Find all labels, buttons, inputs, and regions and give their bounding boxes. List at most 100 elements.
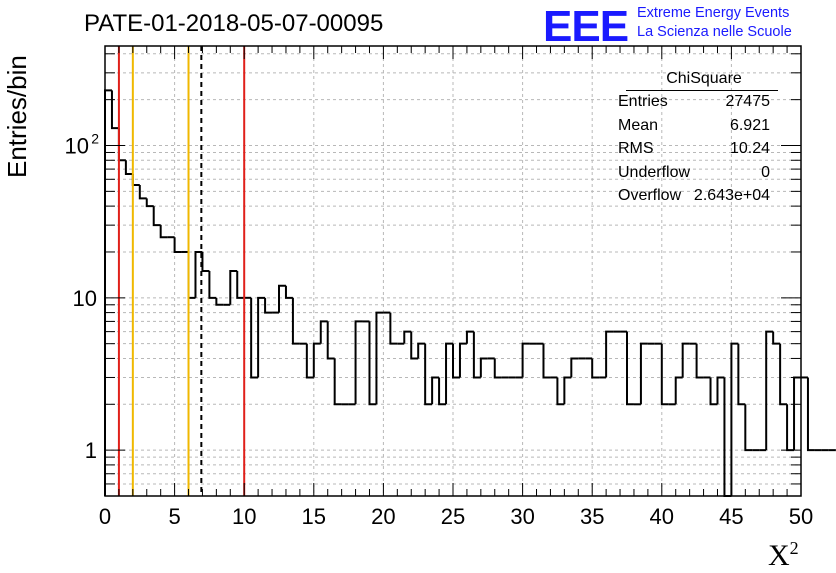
histogram-bin	[806, 377, 815, 452]
x-axis-label-base: X	[768, 539, 790, 572]
histogram-bin	[187, 251, 196, 299]
histogram-bin	[152, 206, 161, 227]
histogram-bin	[438, 377, 447, 406]
histogram-bin	[305, 343, 314, 379]
histogram-bin	[591, 358, 600, 379]
logo-caption-line2: La Scienza nelle Scuole	[637, 24, 792, 40]
histogram-bin	[556, 377, 565, 406]
histogram-bin	[110, 90, 119, 130]
stats-key: Underflow	[618, 163, 691, 181]
histogram-bin	[194, 250, 203, 298]
histogram-bin	[236, 271, 245, 299]
histogram-bin	[389, 312, 398, 345]
histogram-bin	[264, 297, 273, 314]
run-title: PATE-01-2018-05-07-00095	[84, 10, 384, 37]
stats-value: 10.24	[729, 140, 770, 157]
histogram-bin	[291, 297, 300, 345]
histogram-bin	[472, 331, 481, 379]
x-tick-label: 5	[168, 504, 180, 529]
histogram-bin	[452, 343, 460, 379]
histogram-bin	[208, 271, 217, 299]
histogram-bin	[375, 311, 384, 405]
histogram-bin	[229, 270, 238, 305]
histogram-bin	[257, 296, 266, 378]
histogram-bin	[730, 342, 739, 496]
x-tick-label: 0	[99, 504, 111, 529]
histogram-bin	[201, 251, 210, 272]
x-tick-label: 20	[371, 504, 395, 529]
histogram-bin	[542, 343, 551, 379]
stats-key: Mean	[618, 116, 659, 134]
histogram-bin	[521, 342, 530, 378]
histogram-bin	[681, 342, 690, 378]
histogram-bin	[786, 404, 795, 452]
stats-value: 2.643e+04	[693, 187, 770, 204]
histogram-bin	[765, 330, 774, 451]
histogram-bin	[410, 331, 419, 360]
histogram-bin	[215, 297, 224, 306]
x-tick-label: 10	[232, 504, 256, 529]
y-tick-label: 1	[85, 438, 97, 463]
histogram-bin	[159, 225, 168, 239]
histogram-bin	[417, 342, 426, 359]
histogram-bin	[319, 320, 328, 344]
x-axis-label-sup: 2	[789, 538, 799, 558]
x-tick-label: 50	[789, 504, 813, 529]
x-tick-label: 45	[719, 504, 743, 529]
histogram-bin	[250, 297, 259, 379]
x-tick-label: 15	[302, 504, 326, 529]
histogram-bin	[709, 377, 718, 406]
histogram-bin	[674, 376, 683, 405]
x-axis-label: X2	[768, 538, 799, 573]
histogram-bin	[737, 343, 746, 406]
histogram-bin	[465, 330, 474, 344]
histogram-bin	[493, 358, 502, 379]
stats-title: ChiSquare	[666, 70, 742, 87]
histogram-bin	[793, 376, 801, 451]
histogram-bin	[138, 185, 147, 200]
histogram-bin	[368, 321, 377, 406]
y-tick-label-exponent: 2	[91, 130, 99, 146]
histogram-bin	[145, 198, 154, 208]
histogram-bin	[124, 160, 133, 175]
histogram-bin	[723, 377, 732, 497]
stats-key: Entries	[618, 93, 668, 110]
stats-row-entries: Entries 27475	[612, 90, 778, 114]
histogram-bin	[479, 357, 488, 378]
histogram-bin	[660, 343, 669, 406]
stats-row-mean: Mean 6.921	[612, 114, 778, 138]
y-tick-label: 10	[65, 133, 89, 158]
logo-caption-line1: Extreme Energy Events	[637, 5, 790, 21]
histogram-bin	[326, 321, 335, 360]
x-tick-label: 35	[580, 504, 604, 529]
histogram-bin	[639, 342, 648, 405]
histogram-bin	[424, 343, 433, 406]
histogram-bin	[744, 404, 753, 452]
axis-ticks	[104, 46, 802, 497]
histogram-bin	[570, 357, 579, 378]
histogram-bin	[458, 342, 467, 378]
histogram-bin	[403, 330, 412, 344]
eee-logo: EEE	[543, 2, 629, 51]
histogram-bin	[779, 343, 788, 406]
x-tick-label: 30	[510, 504, 534, 529]
histogram-bin	[333, 358, 342, 406]
histogram-bin	[284, 285, 293, 299]
stats-value: 6.921	[729, 116, 770, 134]
stats-row-underflow: Underflow 0	[612, 161, 778, 185]
stats-key: Overflow	[618, 187, 682, 204]
histogram-bin	[605, 330, 614, 378]
logo-caption: Extreme Energy Events La Scienza nelle S…	[637, 4, 792, 42]
stats-row-rms: RMS 10.24	[612, 137, 778, 161]
histogram-bin	[445, 342, 453, 405]
x-tick-label: 40	[650, 504, 674, 529]
stats-value: 0	[761, 163, 770, 181]
stats-divider	[626, 90, 778, 91]
histogram-bin	[354, 320, 363, 405]
stats-row-overflow: Overflow 2.643e+04	[612, 184, 778, 208]
histogram-bin	[312, 342, 321, 378]
stats-box: ChiSquare Entries 27475 Mean 6.921 RMS 10.2…	[612, 70, 778, 208]
histogram-bin	[431, 376, 440, 405]
